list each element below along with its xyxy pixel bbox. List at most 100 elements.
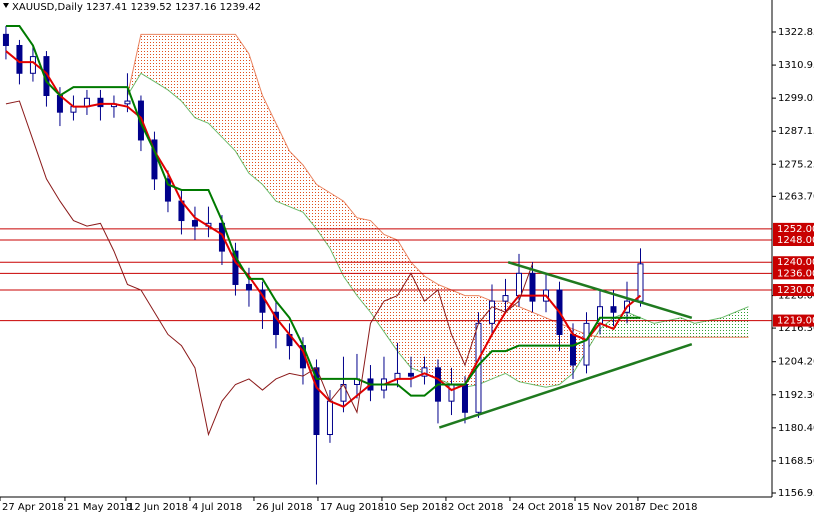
cloud-fill (721, 312, 736, 338)
plot-area (0, 25, 772, 485)
candle-body (610, 306, 617, 313)
candle-body (488, 300, 495, 324)
level-label: 1219.00 (777, 316, 814, 327)
y-tick-label: 1156.95 (778, 488, 814, 499)
x-tick-label: 7 Dec 2018 (640, 502, 698, 513)
chart-title: XAUUSD,Daily 1237.41 1239.52 1237.16 123… (12, 2, 261, 13)
candle-body (569, 333, 576, 366)
y-tick-label: 1216.30 (778, 323, 814, 334)
x-tick-label: 4 Jul 2018 (192, 502, 242, 513)
candle-body (124, 100, 131, 105)
cloud-fill (559, 323, 573, 385)
x-tick-label: 2 Oct 2018 (448, 502, 503, 513)
cloud-fill (154, 34, 168, 90)
level-label-box (773, 284, 814, 297)
cloud-fill (235, 34, 249, 174)
level-label: 1230.00 (777, 285, 814, 296)
y-tick-label: 1263.70 (778, 191, 814, 202)
cloud-fill (221, 34, 236, 152)
candle-body (461, 383, 468, 413)
cloud-fill (140, 34, 155, 82)
cloud-fill (437, 284, 452, 385)
trendline (507, 261, 693, 319)
cloud-fill (735, 306, 749, 338)
level-label-box (773, 256, 814, 269)
candle-body (245, 283, 252, 291)
y-tick-label: 1228.00 (778, 291, 814, 302)
y-tick-label: 1322.85 (778, 27, 814, 38)
cloud-fill (383, 234, 398, 352)
cloud-span (126, 33, 749, 338)
cloud-fill (397, 239, 411, 368)
x-tick-label: 24 Oct 2018 (512, 502, 574, 513)
cloud-fill (532, 312, 546, 388)
y-tick-label: 1299.05 (778, 93, 814, 104)
level-label-box (773, 233, 814, 246)
candle-body (407, 372, 414, 377)
candle-body (97, 97, 104, 108)
candle-body (583, 322, 590, 366)
candle-body (272, 311, 279, 335)
x-tick-label: 15 Nov 2018 (577, 502, 641, 513)
cloud-fill (451, 290, 465, 388)
cloud-fill (194, 34, 209, 124)
cloud-fill (262, 95, 276, 202)
cloud-fill (653, 320, 668, 338)
x-tick-label: 12 Jun 2018 (128, 502, 188, 513)
cloud-fill (424, 276, 438, 379)
cloud-fill (572, 328, 587, 374)
candle-body (448, 383, 455, 402)
cloud-fill (370, 220, 384, 332)
candle-body (191, 220, 198, 227)
level-label: 1240.00 (777, 257, 814, 268)
candle-body (515, 272, 522, 297)
cloud-fill (181, 34, 195, 118)
cloud-fill (316, 184, 330, 249)
indicator-line (5, 25, 641, 397)
level-label-box (773, 267, 814, 280)
cloud-fill (667, 317, 682, 338)
y-tick-label: 1168.50 (778, 456, 814, 467)
y-tick-label: 1275.25 (778, 159, 814, 170)
candle-body (2, 33, 9, 46)
y-tick-label: 1310.95 (778, 60, 814, 71)
level-label: 1248.00 (777, 235, 814, 246)
cloud-fill (708, 317, 722, 338)
cloud-fill (167, 34, 182, 102)
x-tick-label: 21 May 2018 (67, 502, 132, 513)
cloud-fill (694, 320, 709, 338)
x-tick-label: 10 Sep 2018 (384, 502, 447, 513)
indicator-line (5, 100, 533, 437)
cloud-fill (208, 34, 222, 138)
candle-body (637, 263, 644, 302)
level-label: 1252.00 (777, 224, 814, 235)
y-tick-label: 1287.15 (778, 126, 814, 137)
candle-body (29, 56, 36, 74)
cloud-fill (599, 317, 614, 338)
candle-body (16, 44, 23, 74)
cloud-fill (681, 317, 695, 338)
candle-body (421, 367, 428, 377)
title-icon (3, 3, 9, 8)
y-tick-label: 1204.20 (778, 357, 814, 368)
x-tick-label: 27 Apr 2018 (2, 502, 64, 513)
candle-body (529, 272, 536, 302)
x-tick-label: 17 Aug 2018 (320, 502, 384, 513)
cloud-fill (356, 217, 371, 313)
level-label: 1236.00 (777, 268, 814, 279)
level-label-box (773, 222, 814, 235)
trendline (438, 343, 693, 429)
cloud-fill (289, 151, 303, 213)
level-label-box (773, 314, 814, 327)
cloud-fill (640, 317, 654, 338)
y-tick-label: 1192.30 (778, 390, 814, 401)
candle-body (232, 250, 239, 285)
cloud-fill (302, 164, 317, 229)
candle-body (164, 178, 171, 202)
cloud-fill (275, 123, 290, 207)
cloud-fill (410, 262, 425, 374)
indicator-line (5, 50, 642, 408)
candle-body (502, 295, 509, 302)
